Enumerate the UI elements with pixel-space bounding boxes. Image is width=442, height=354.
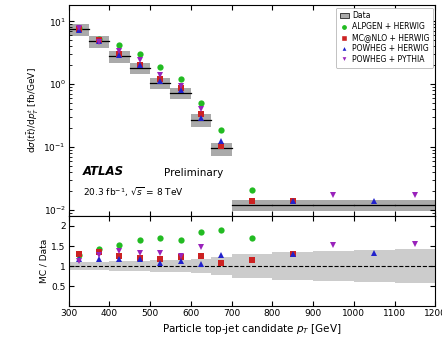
Text: Preliminary: Preliminary [164, 168, 223, 178]
Text: 20.3 fb$^{-1}$, $\sqrt{s}$ = 8 TeV: 20.3 fb$^{-1}$, $\sqrt{s}$ = 8 TeV [83, 185, 184, 199]
Y-axis label: MC / Data: MC / Data [40, 239, 49, 283]
Y-axis label: d$\sigma$($t\bar{t}$)/d$p_T^t$ [fb/GeV]: d$\sigma$($t\bar{t}$)/d$p_T^t$ [fb/GeV] [25, 68, 41, 154]
Legend: Data, ALPGEN + HERWIG, MC@NLO + HERWIG, POWHEG + HERWIG, POWHEG + PYTHIA: Data, ALPGEN + HERWIG, MC@NLO + HERWIG, … [336, 7, 433, 68]
Text: ATLAS: ATLAS [83, 165, 124, 178]
X-axis label: Particle top-jet candidate $p_T$ [GeV]: Particle top-jet candidate $p_T$ [GeV] [162, 322, 342, 336]
